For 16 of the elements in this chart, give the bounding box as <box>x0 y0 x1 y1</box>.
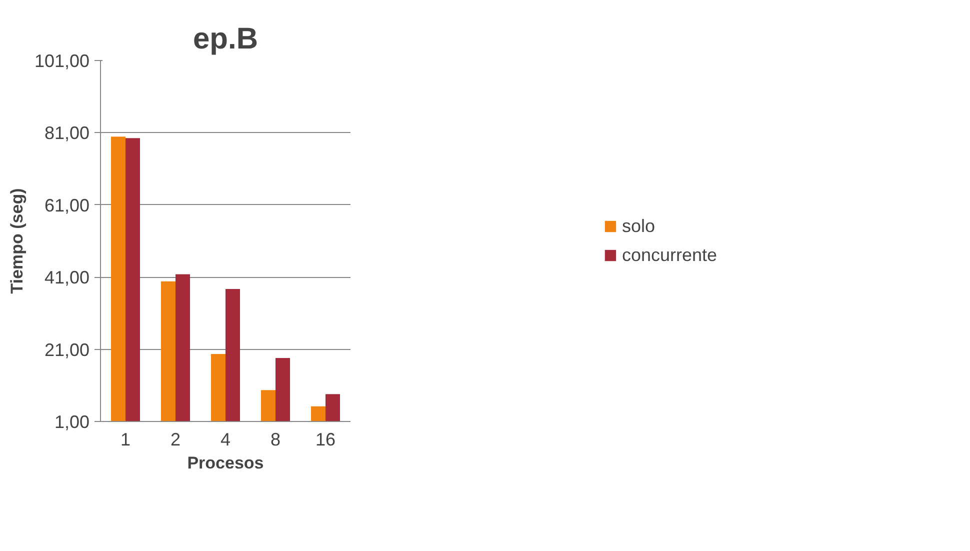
legend-label: solo <box>622 216 655 236</box>
x-tick-label: 1 <box>120 430 131 450</box>
legend-label: concurrente <box>622 244 718 266</box>
y-tick-label: 21,00 <box>44 340 90 360</box>
x-axis-title: Procesos <box>187 454 264 472</box>
x-tick-label: 2 <box>170 430 181 450</box>
x-tick-label: 4 <box>220 430 231 450</box>
x-tick-label: 16 <box>315 430 336 450</box>
y-tick-label: 81,00 <box>44 123 90 144</box>
y-tick-label: 1,00 <box>54 412 90 432</box>
y-axis-title: Tiempo (seg) <box>7 188 26 294</box>
y-tick-label: 61,00 <box>44 195 90 216</box>
x-tick-label: 8 <box>270 430 281 450</box>
y-tick-label: 41,00 <box>44 268 90 288</box>
chart-title: ep.B <box>192 22 258 56</box>
y-tick-label: 101,00 <box>34 51 90 71</box>
